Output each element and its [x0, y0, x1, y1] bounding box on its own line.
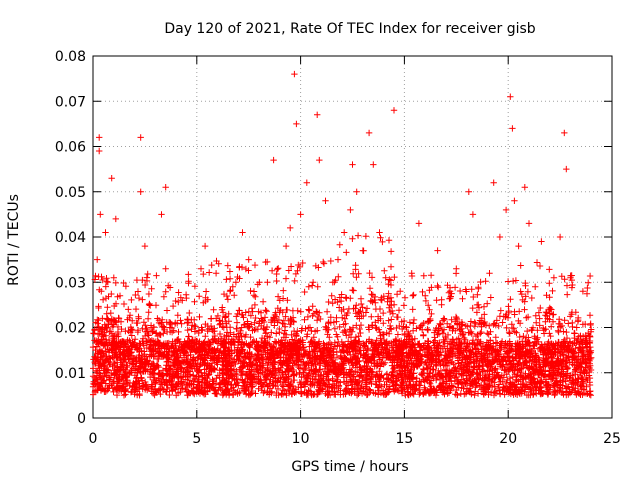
y-tick-label: 0.01 — [55, 366, 86, 382]
y-tick-label: 0.06 — [55, 140, 86, 156]
y-tick-label: 0.05 — [55, 185, 86, 201]
x-tick-label: 0 — [89, 431, 98, 447]
y-tick-label: 0 — [77, 411, 86, 427]
x-tick-label: 20 — [499, 431, 517, 447]
y-tick-label: 0.03 — [55, 275, 86, 291]
y-tick-label: 0.08 — [55, 49, 86, 65]
data-points — [89, 70, 595, 399]
x-tick-label: 5 — [192, 431, 201, 447]
axis-ticks: 0 0.01 0.02 0.03 0.04 0.05 0.06 0.07 0.08 0 5 10 15 2… — [55, 49, 621, 447]
scatter-markers — [89, 70, 595, 399]
x-tick-label: 10 — [292, 431, 310, 447]
x-tick-label: 15 — [395, 431, 413, 447]
y-tick-label: 0.02 — [55, 321, 86, 337]
x-axis-label: GPS time / hours — [291, 459, 408, 475]
y-tick-label: 0.07 — [55, 94, 86, 110]
y-tick-label: 0.04 — [55, 230, 86, 246]
chart-title: Day 120 of 2021, Rate Of TEC Index for r… — [164, 21, 535, 37]
y-axis-label: ROTI / TECUs — [6, 194, 22, 286]
x-tick-label: 25 — [603, 431, 621, 447]
